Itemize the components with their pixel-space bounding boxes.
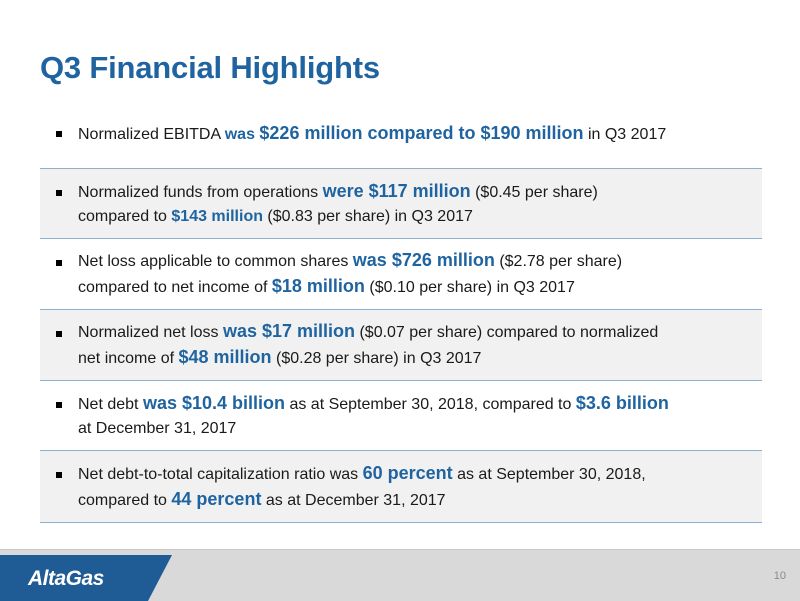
bullet-text: ($0.28 per share) in Q3 2017 (271, 350, 482, 367)
bullet-highlight: $143 million (171, 207, 263, 225)
bullet-line: compared to $143 million ($0.83 per shar… (78, 205, 750, 229)
highlight-ebitda: Normalized EBITDA was $226 million compa… (40, 99, 762, 169)
highlight-ffo: Normalized funds from operations were $1… (40, 169, 762, 239)
highlight-normalized-net-loss: Normalized net loss was $17 million ($0.… (40, 310, 762, 381)
bullet-highlight: was (224, 125, 260, 143)
square-bullet-icon (56, 260, 62, 266)
footer-bar: AltaGas 10 (0, 549, 800, 601)
bullet-highlight: were $117 million (322, 180, 471, 201)
bullet-text: compared to net income of (78, 279, 272, 296)
bullet-text: Net debt-to-total capitalization ratio w… (78, 465, 363, 483)
bullet-line: compared to net income of $18 million ($… (78, 274, 750, 300)
bullet-line: Net debt-to-total capitalization ratio w… (78, 461, 750, 487)
square-bullet-icon (56, 131, 62, 137)
bullet-highlight: $18 million (271, 276, 365, 296)
bullet-text: net income of (78, 350, 179, 367)
bullet-line: at December 31, 2017 (78, 417, 750, 441)
bullet-text: ($0.10 per share) in Q3 2017 (364, 279, 575, 296)
page-number: 10 (773, 570, 786, 582)
highlight-capitalization-ratio: Net debt-to-total capitalization ratio w… (40, 451, 762, 523)
bullet-text: ($0.45 per share) (470, 183, 598, 201)
square-bullet-icon (56, 331, 62, 337)
bullet-line: Normalized EBITDA was $226 million compa… (78, 121, 750, 147)
bullet-line: Net debt was $10.4 billion as at Septemb… (78, 391, 750, 417)
bullet-text: ($0.07 per share) compared to normalized (355, 324, 659, 341)
altagas-logo: AltaGas (28, 567, 104, 590)
bullet-highlight: 44 percent (171, 488, 262, 509)
bullet-text: as at December 31, 2017 (261, 491, 446, 509)
highlight-net-debt: Net debt was $10.4 billion as at Septemb… (40, 381, 762, 451)
bullet-text: as at September 30, 2018, (452, 465, 646, 483)
bullet-line: Net loss applicable to common shares was… (78, 248, 750, 274)
bullet-line: Normalized funds from operations were $1… (78, 179, 750, 205)
bullet-text: ($2.78 per share) (494, 253, 623, 270)
bullet-text: compared to (78, 491, 172, 509)
bullet-text: at December 31, 2017 (78, 419, 237, 437)
bullet-line: compared to 44 percent as at December 31… (78, 487, 750, 513)
bullet-text: as at September 30, 2018, compared to (285, 395, 576, 413)
highlights-list: Normalized EBITDA was $226 million compa… (40, 99, 762, 523)
bullet-highlight: was $17 million (222, 321, 356, 341)
square-bullet-icon (56, 190, 62, 196)
bullet-highlight: was $726 million (352, 250, 495, 270)
bullet-highlight: $3.6 billion (575, 392, 669, 413)
bullet-text: Normalized net loss (78, 324, 223, 341)
bullet-highlight: was $10.4 billion (142, 392, 285, 413)
bullet-text: Normalized funds from operations (78, 183, 323, 201)
bullet-text: Normalized EBITDA (78, 125, 225, 143)
highlight-net-loss: Net loss applicable to common shares was… (40, 239, 762, 310)
square-bullet-icon (56, 472, 62, 478)
bullet-text: in Q3 2017 (583, 125, 667, 143)
bullet-text: Net debt (78, 395, 143, 413)
bullet-highlight: $226 million compared to $190 million (259, 122, 584, 143)
bullet-text: ($0.83 per share) in Q3 2017 (262, 207, 473, 225)
bullet-line: net income of $48 million ($0.28 per sha… (78, 345, 750, 371)
bullet-line: Normalized net loss was $17 million ($0.… (78, 319, 750, 345)
square-bullet-icon (56, 402, 62, 408)
bullet-highlight: $48 million (178, 347, 272, 367)
slide-title: Q3 Financial Highlights (40, 50, 380, 85)
logo-panel: AltaGas (0, 555, 172, 601)
bullet-text: Net loss applicable to common shares (78, 253, 353, 270)
bullet-highlight: 60 percent (362, 462, 453, 483)
bullet-text: compared to (78, 207, 172, 225)
